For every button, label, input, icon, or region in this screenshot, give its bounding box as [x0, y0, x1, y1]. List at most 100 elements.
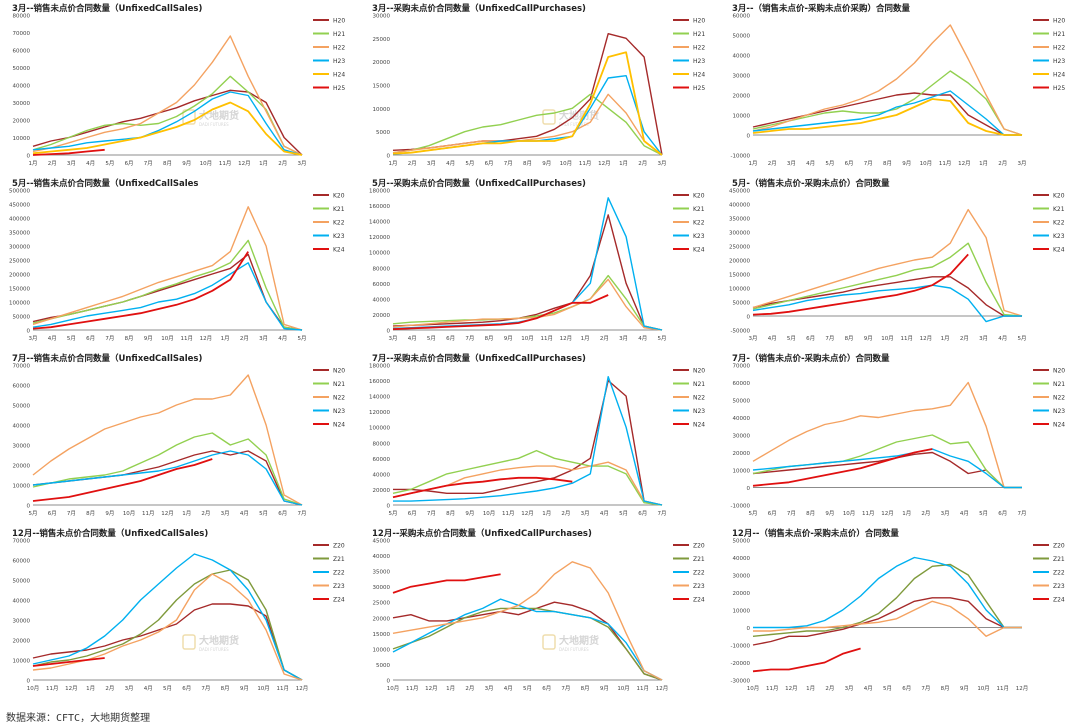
y-tick-label: 160000 [369, 379, 390, 385]
chart-svg-p2: 3月--采购未点价合同数量（UnfixedCallPurchases) 大地期货D… [372, 3, 705, 167]
x-tick-label: 10月 [843, 510, 856, 517]
x-tick-label: 12月 [785, 685, 798, 692]
legend-label-Z20: Z20 [1053, 543, 1065, 550]
y-tick-label: 0 [747, 486, 751, 492]
y-tick-label: 50000 [733, 34, 751, 40]
x-tick-label: 2月 [638, 160, 647, 167]
x-tick-label: 2月 [998, 160, 1007, 167]
x-tick-label: 12月 [598, 160, 611, 167]
x-tick-label: 5月 [658, 335, 667, 342]
y-tick-label: 20000 [733, 94, 751, 100]
series-line-H23 [392, 75, 663, 156]
x-tick-label: 1月 [542, 510, 551, 517]
series-line-Z24 [32, 657, 105, 667]
x-tick-label: 12月 [296, 685, 309, 692]
x-tick-label: 3月 [67, 160, 76, 167]
x-tick-label: 4月 [864, 685, 873, 692]
y-tick-label: 60000 [733, 14, 751, 20]
x-tick-label: 2月 [240, 335, 249, 342]
chart-svg-p7: 7月--销售未点价合同数量（UnfixedCallSales) 0 10000 200… [12, 353, 345, 517]
series-line-K22 [392, 278, 663, 331]
x-tick-label: 7月 [504, 160, 513, 167]
chart-svg-p5: 5月--采购未点价合同数量（UnfixedCallPurchases) 0 2000… [369, 178, 705, 342]
x-tick-label: 1月 [446, 685, 455, 692]
x-tick-label: 4月 [768, 335, 777, 342]
chart-panel-p1: 3月--销售未点价合同数量（UnfixedCallSales) 大地期货 DADI … [0, 0, 360, 175]
series-line-K22 [752, 208, 1023, 317]
y-tick-label: 10000 [373, 107, 391, 113]
chart-panel-p3: 3月--（销售未点价-采购未点价采购）合同数量 -10000 0 10000 20000… [720, 0, 1080, 175]
y-tick-label: 30000 [13, 101, 31, 107]
chart-title: 3月--采购未点价合同数量（UnfixedCallPurchases) [372, 3, 586, 14]
legend-label-N23: N23 [1053, 408, 1065, 415]
chart-panel-p10: 12月--销售未点价合同数量（UnfixedCallSales) 大地期货 DADI… [0, 525, 360, 700]
y-tick-label: 40000 [733, 416, 751, 422]
series-line-N24 [32, 458, 213, 502]
x-tick-label: 7月 [201, 685, 210, 692]
x-tick-label: 5月 [67, 335, 76, 342]
y-tick-label: 40000 [733, 54, 751, 60]
chart-grid: 3月--销售未点价合同数量（UnfixedCallSales) 大地期货 DADI … [0, 0, 1080, 700]
x-tick-label: 11月 [540, 335, 553, 342]
legend-label-Z21: Z21 [1053, 556, 1065, 563]
legend-label-K22: K22 [333, 220, 345, 227]
legend-label-H23: H23 [693, 58, 705, 65]
svg-text:DADI FUTURES: DADI FUTURES [559, 647, 589, 652]
series-line-H21 [392, 93, 663, 156]
series-line-Z23 [392, 561, 663, 681]
y-tick-label: 120000 [369, 410, 390, 416]
x-tick-label: 11月 [142, 510, 155, 517]
legend-label-K21: K21 [333, 206, 345, 213]
y-tick-label: 30000 [373, 585, 391, 591]
series-line-N20 [393, 379, 663, 506]
y-tick-label: 50000 [733, 399, 751, 405]
y-tick-label: 100000 [369, 251, 390, 257]
x-tick-label: 2月 [921, 510, 930, 517]
legend-label-K22: K22 [693, 220, 705, 227]
x-tick-label: 8月 [125, 335, 134, 342]
x-tick-label: 3月 [125, 685, 134, 692]
y-tick-label: 20000 [13, 119, 31, 125]
x-tick-label: 6月 [902, 685, 911, 692]
y-tick-label: 0 [27, 679, 31, 685]
x-tick-label: 1月 [182, 510, 191, 517]
x-tick-label: 12月 [65, 685, 78, 692]
y-tick-label: 10000 [733, 114, 751, 120]
y-tick-label: 350000 [9, 231, 30, 237]
y-tick-label: 10000 [13, 659, 31, 665]
chart-svg-p9: 7月-（销售未点价-采购未点价）合同数量 -10000 0 10000 20000 300… [731, 353, 1066, 517]
x-tick-label: 10月 [560, 160, 573, 167]
x-tick-label: 5月 [523, 685, 532, 692]
series-line-Z23 [753, 600, 1022, 637]
x-tick-label: 6月 [768, 510, 777, 517]
legend-label-K21: K21 [1053, 206, 1065, 213]
legend-label-H25: H25 [693, 85, 705, 92]
y-tick-label: 0 [387, 154, 391, 160]
series-line-K21 [32, 239, 303, 331]
y-tick-label: 0 [747, 626, 751, 632]
y-tick-label: 120000 [369, 235, 390, 241]
y-tick-label: 70000 [733, 364, 751, 370]
x-tick-label: 6月 [182, 685, 191, 692]
legend-label-K24: K24 [333, 247, 345, 254]
y-tick-label: 25000 [373, 601, 391, 607]
x-tick-label: 9月 [960, 685, 969, 692]
chart-title: 7月--销售未点价合同数量（UnfixedCallSales) [12, 353, 202, 364]
x-tick-label: 10月 [123, 510, 136, 517]
y-tick-label: 70000 [13, 364, 31, 370]
y-tick-label: 20000 [373, 313, 391, 319]
x-tick-label: 11月 [862, 510, 875, 517]
legend-label-K20: K20 [693, 193, 705, 200]
x-tick-label: 1月 [29, 160, 38, 167]
x-tick-label: 11月 [939, 160, 952, 167]
x-tick-label: 2月 [48, 160, 57, 167]
chart-svg-p3: 3月--（销售未点价-采购未点价采购）合同数量 -10000 0 10000 20000… [731, 3, 1066, 167]
x-tick-label: 1月 [979, 160, 988, 167]
x-tick-label: 6月 [998, 510, 1007, 517]
y-tick-label: 30000 [733, 74, 751, 80]
x-tick-label: 1月 [86, 685, 95, 692]
x-tick-label: 3月 [749, 335, 758, 342]
chart-svg-p10: 12月--销售未点价合同数量（UnfixedCallSales) 大地期货DADI… [12, 528, 345, 692]
